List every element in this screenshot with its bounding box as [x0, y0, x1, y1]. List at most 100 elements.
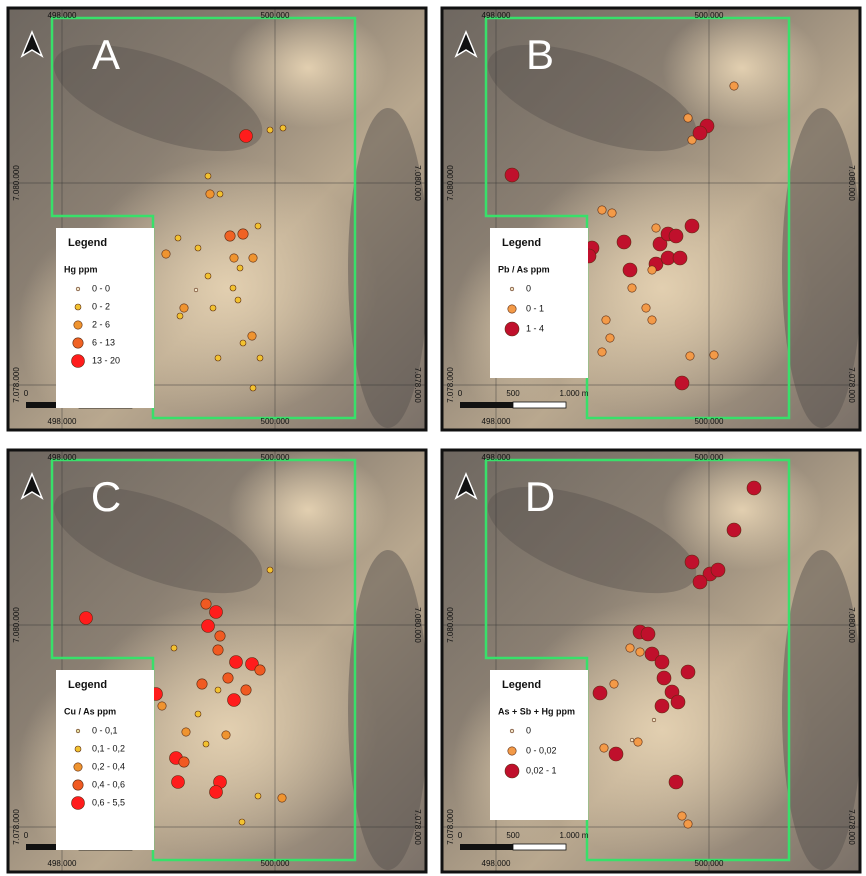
- sample-point: [239, 339, 247, 347]
- legend-symbol: [504, 321, 520, 337]
- panel-frame: [440, 6, 862, 432]
- sample-point: [209, 785, 223, 799]
- sample-point: [597, 205, 607, 215]
- sample-point: [635, 647, 645, 657]
- grid-label: 498.000: [482, 859, 511, 868]
- scale-segment: [512, 843, 567, 851]
- scale-label: 0: [458, 831, 463, 840]
- grid-label: 500.000: [695, 11, 724, 20]
- sample-point: [209, 304, 217, 312]
- scale-label: 1.000 m: [560, 389, 589, 398]
- legend-symbol: [509, 286, 515, 292]
- ridge: [782, 108, 860, 428]
- grid-label: 7.080.000: [413, 165, 422, 201]
- grid-label: 498.000: [482, 453, 511, 462]
- sample-point: [599, 743, 609, 753]
- sample-point: [683, 819, 693, 829]
- study-area-boundary: [484, 458, 791, 862]
- legend-box: [56, 670, 154, 850]
- valley: [662, 450, 822, 570]
- sample-point: [616, 234, 632, 250]
- grid-label: 7.080.000: [847, 165, 856, 201]
- legend-field: Hg ppm: [64, 264, 98, 274]
- scale-segment: [512, 401, 567, 409]
- sample-point: [668, 774, 684, 790]
- sample-point: [279, 124, 287, 132]
- sample-point: [248, 253, 258, 263]
- sample-point: [249, 384, 257, 392]
- sample-point: [79, 611, 93, 625]
- legend-symbol: [507, 304, 517, 314]
- grid-label: 7.080.000: [847, 607, 856, 643]
- scale-label: 0: [458, 389, 463, 398]
- legend-symbol: [72, 337, 84, 349]
- ridge: [348, 108, 426, 428]
- sample-point: [238, 818, 246, 826]
- grid-label: 498.000: [482, 417, 511, 426]
- study-area-boundary: [484, 16, 791, 420]
- sample-point: [221, 730, 231, 740]
- scale-segment: [26, 844, 79, 850]
- sample-point: [651, 223, 661, 233]
- sample-point: [684, 554, 700, 570]
- sample-point: [633, 737, 643, 747]
- sample-point: [629, 737, 635, 743]
- sample-point: [709, 350, 719, 360]
- sample-point: [266, 566, 274, 574]
- sample-point: [670, 694, 686, 710]
- grid-label: 500.000: [261, 11, 290, 20]
- sample-point: [654, 654, 670, 670]
- sample-point: [209, 605, 223, 619]
- sample-point: [214, 686, 222, 694]
- sample-point: [194, 244, 202, 252]
- map-panel: 498.000 500.000 498.000 500.000 7.080.000 7.0…: [440, 6, 862, 432]
- sample-point: [608, 746, 624, 762]
- legend: Legend Pb / As ppm 0 0 - 1 1 - 4: [490, 228, 588, 378]
- ridge: [348, 550, 426, 870]
- sample-point: [684, 218, 700, 234]
- legend-symbol: [71, 354, 85, 368]
- sample-point: [216, 190, 224, 198]
- legend: Legend As + Sb + Hg ppm 0 0 - 0,02 0,02 - 1: [490, 670, 588, 820]
- legend-symbol: [74, 303, 82, 311]
- sample-point: [656, 670, 672, 686]
- sample-point: [254, 222, 262, 230]
- sample-point: [687, 135, 697, 145]
- valley: [228, 8, 388, 128]
- valley: [228, 450, 388, 570]
- sample-point: [224, 230, 236, 242]
- grid-label: 7.078.000: [12, 367, 21, 403]
- grid-label: 7.078.000: [847, 367, 856, 403]
- sample-point: [237, 228, 249, 240]
- map-panel: 498.000 500.000 498.000 500.000 7.080.000 7.0…: [6, 6, 428, 432]
- legend-box: [490, 228, 588, 378]
- grid-label: 498.000: [482, 11, 511, 20]
- panel-frame: [440, 448, 862, 874]
- legend-symbol: [73, 320, 83, 330]
- grid-label: 500.000: [261, 453, 290, 462]
- ridge: [487, 486, 697, 594]
- sample-point: [202, 740, 210, 748]
- legend-label: 13 - 20: [92, 355, 120, 365]
- sample-point: [196, 678, 208, 690]
- scale-segment: [26, 402, 79, 408]
- legend-label: 0 - 1: [526, 303, 544, 313]
- grid-label: 500.000: [695, 453, 724, 462]
- sample-point: [654, 698, 670, 714]
- map-panel: 498.000 500.000 498.000 500.000 7.080.000 7.0…: [6, 448, 428, 874]
- grid-label: 7.080.000: [446, 607, 455, 643]
- panel-letter: A: [92, 31, 120, 78]
- sample-point: [176, 312, 184, 320]
- legend-label: 0,02 - 1: [526, 765, 557, 775]
- map-panel: 498.000 500.000 498.000 500.000 7.080.000 7.0…: [440, 448, 862, 874]
- legend-field: Cu / As ppm: [64, 706, 116, 716]
- scale-label: 0: [24, 389, 29, 398]
- legend-label: 1 - 4: [526, 323, 544, 333]
- legend-label: 0,1 - 0,2: [92, 743, 125, 753]
- sample-point: [171, 775, 185, 789]
- legend-symbol: [509, 728, 515, 734]
- legend-label: 0 - 2: [92, 301, 110, 311]
- sample-point: [194, 710, 202, 718]
- legend: Legend Cu / As ppm 0 - 0,1 0,1 - 0,2 0,2 - 0…: [56, 670, 154, 850]
- sample-point: [205, 189, 215, 199]
